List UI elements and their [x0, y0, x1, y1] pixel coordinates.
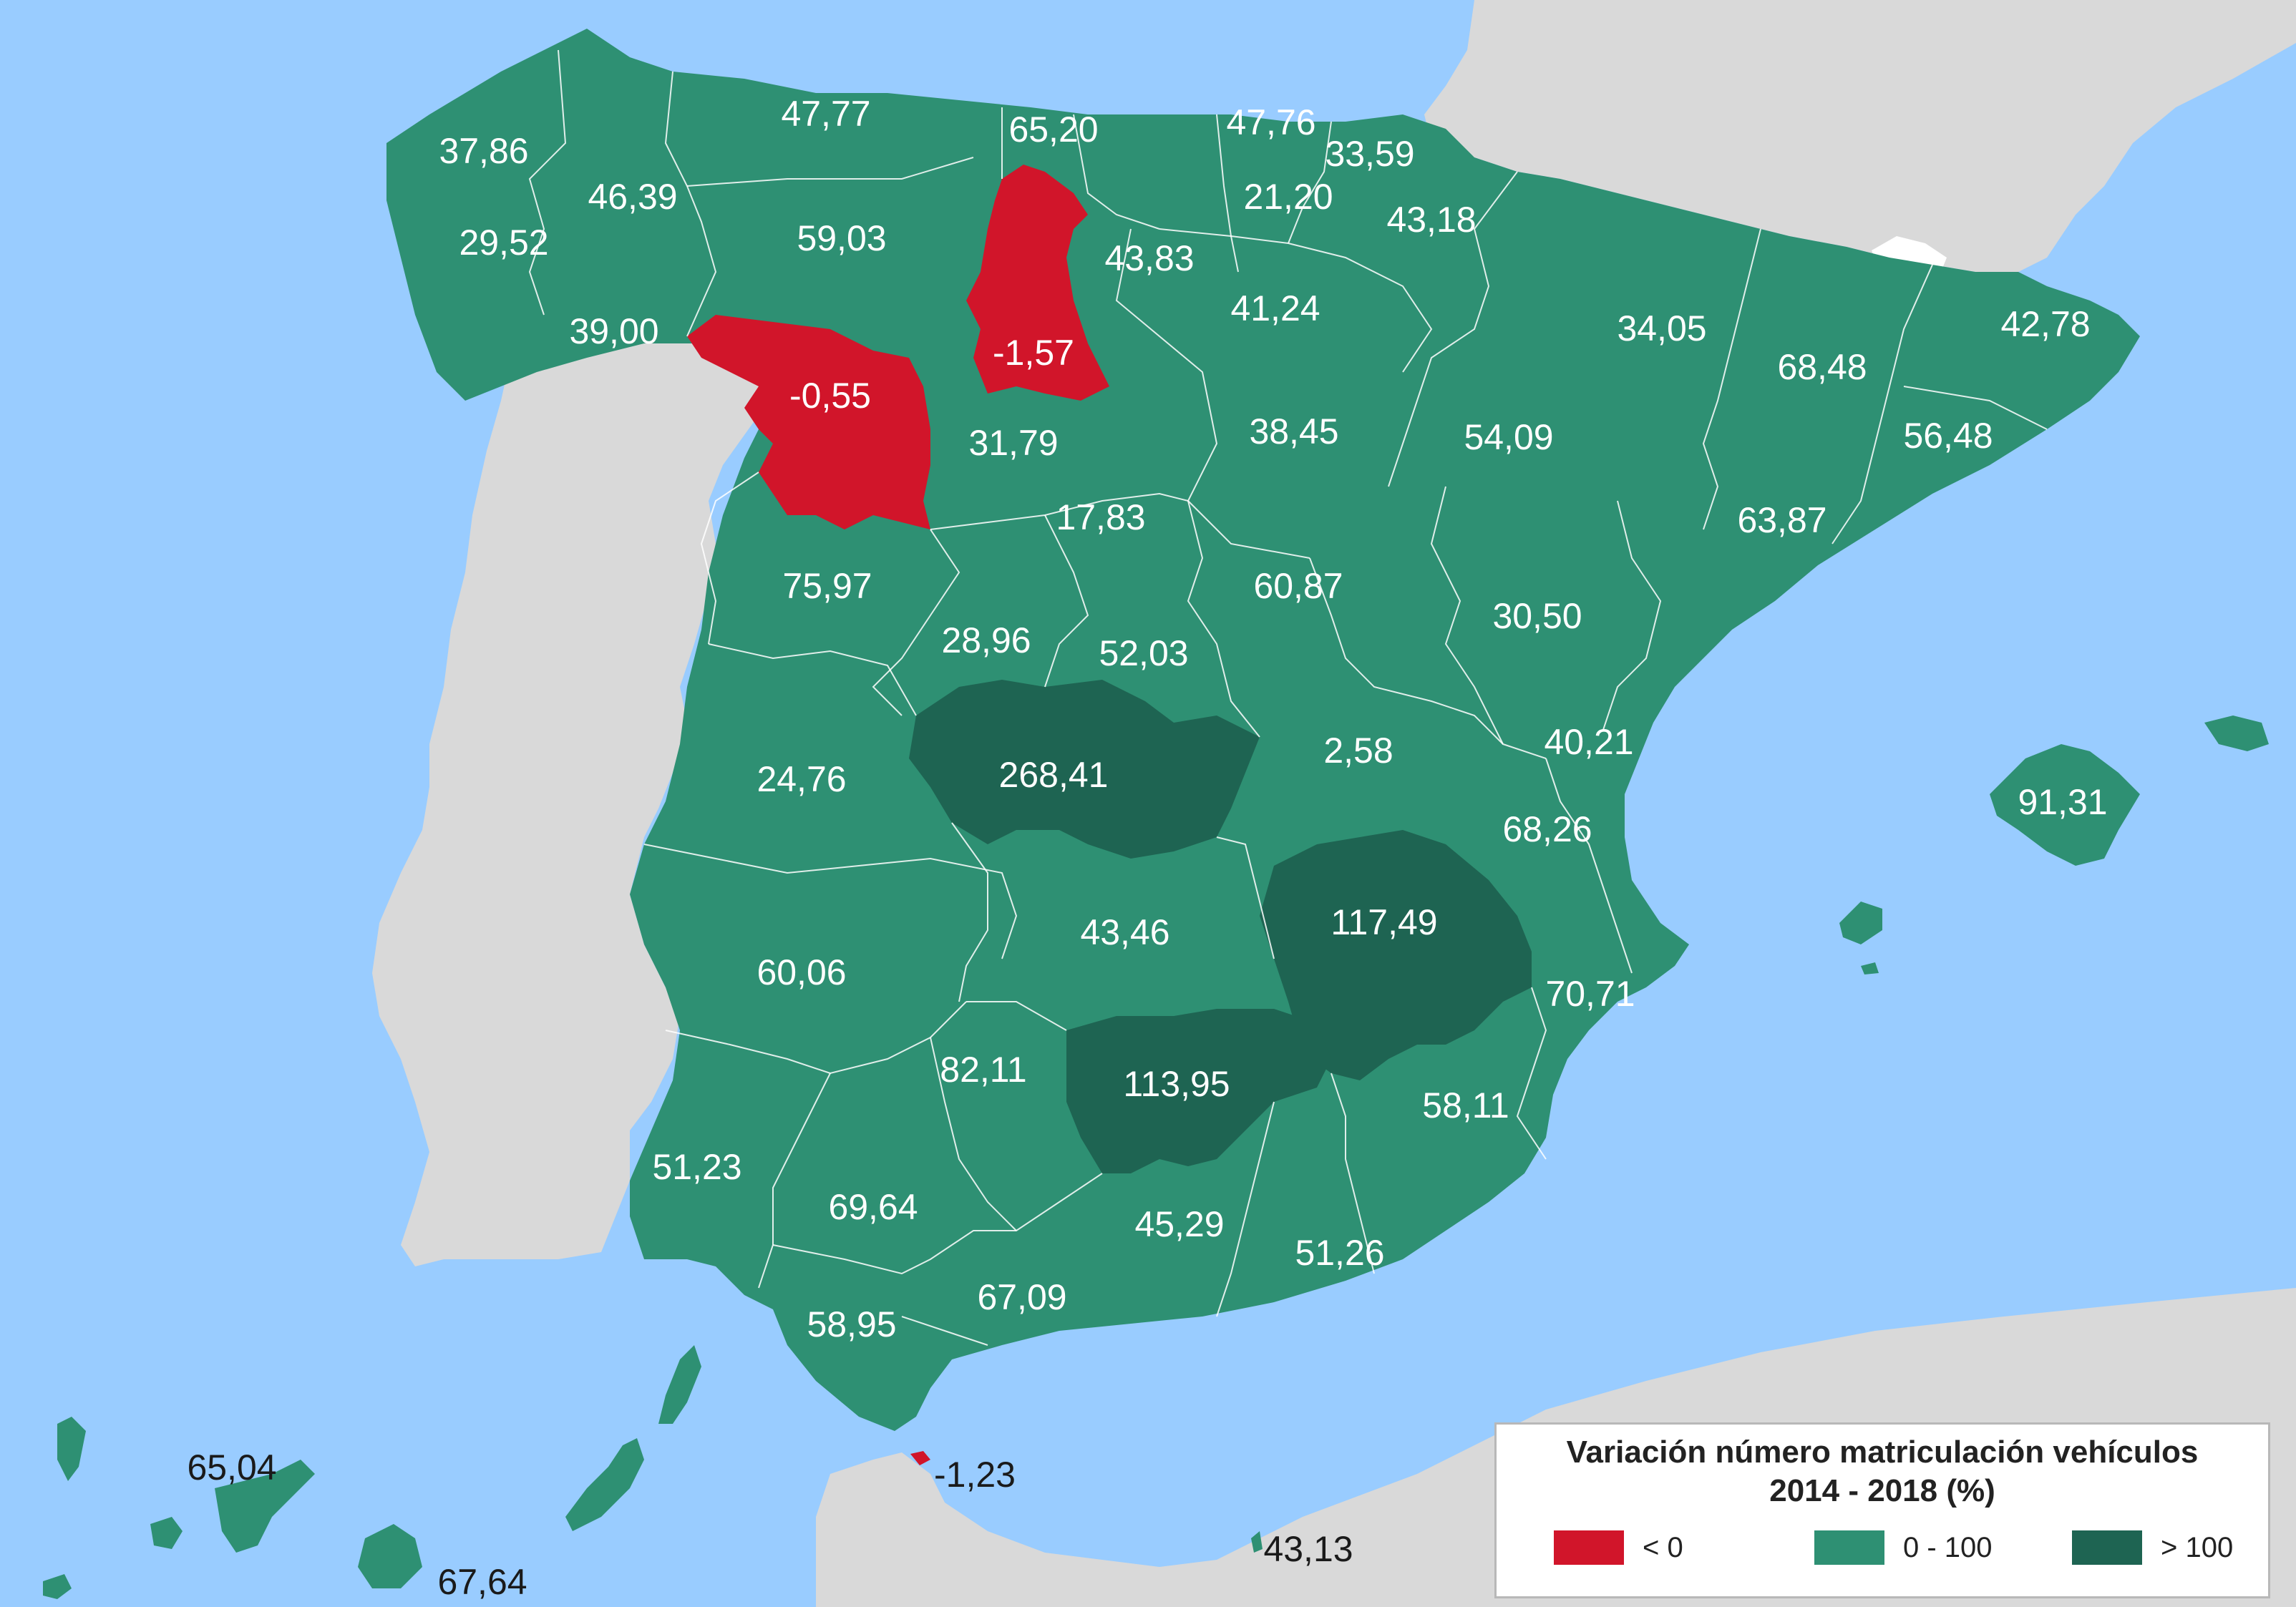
value-cadiz: 58,95 [807, 1304, 896, 1344]
value-zamora: -0,55 [789, 376, 871, 416]
island-el-hierro [43, 1574, 72, 1599]
value-huesca: 34,05 [1617, 308, 1706, 348]
island-mallorca [1990, 744, 2140, 866]
value-murcia: 58,11 [1422, 1085, 1509, 1125]
region-palencia [966, 165, 1109, 401]
island-formentera [1861, 962, 1879, 975]
value-leon-north: 59,03 [797, 218, 886, 258]
value-lleida: 68,48 [1777, 347, 1867, 387]
value-guadalajara: 60,87 [1253, 566, 1343, 606]
value-cuenca: 2,58 [1323, 731, 1393, 771]
value-jaen: 113,95 [1123, 1064, 1230, 1104]
legend-label-negative: < 0 [1643, 1532, 1683, 1563]
value-tarragona: 63,87 [1737, 500, 1826, 540]
legend-swatch-negative [1554, 1530, 1624, 1565]
value-valladolid: 31,79 [968, 423, 1058, 463]
value-palencia: -1,57 [993, 333, 1074, 373]
value-valencia: 68,26 [1502, 809, 1592, 849]
province-borders [528, 49, 2048, 1346]
value-ourense: 39,00 [569, 311, 658, 351]
value-burgos: 43,83 [1104, 238, 1194, 278]
value-alicante: 70,71 [1545, 974, 1635, 1014]
region-leon [687, 315, 930, 529]
region-albacete [1260, 830, 1532, 1080]
value-albacete: 117,49 [1331, 902, 1437, 942]
value-navarra: 43,18 [1386, 200, 1476, 240]
value-cordoba: 82,11 [940, 1050, 1026, 1090]
island-menorca [2204, 715, 2269, 751]
legend: Variación número matriculación vehículos… [1494, 1422, 2270, 1598]
island-la-palma [57, 1417, 86, 1481]
legend-subtitle: 2014 - 2018 (%) [1769, 1473, 1995, 1508]
value-salamanca: 75,97 [782, 566, 872, 606]
value-caceres: 24,76 [757, 759, 846, 799]
value-barcelona: 56,48 [1903, 416, 1993, 456]
island-lanzarote [658, 1345, 701, 1424]
legend-swatch-mid [1814, 1530, 1884, 1565]
value-ceuta: -1,23 [934, 1455, 1016, 1495]
value-las-palmas: 67,64 [437, 1562, 527, 1602]
value-segovia: 17,83 [1056, 497, 1145, 537]
value-lugo: 46,39 [588, 177, 677, 217]
value-granada: 45,29 [1134, 1204, 1224, 1244]
value-alava: 21,20 [1243, 177, 1333, 217]
portugal-landmass [372, 315, 773, 1266]
value-asturias: 47,77 [781, 94, 870, 134]
island-la-gomera [150, 1517, 183, 1549]
region-toledo [909, 680, 1260, 859]
value-avila: 28,96 [941, 620, 1031, 660]
value-girona: 42,78 [2000, 304, 2090, 344]
island-fuerteventura [565, 1438, 644, 1531]
value-labels: 37,86 46,39 47,77 65,20 47,76 33,59 21,2… [187, 94, 2107, 1602]
value-melilla: 43,13 [1263, 1529, 1353, 1569]
value-madrid: 52,03 [1099, 633, 1188, 673]
value-cantabria: 65,20 [1008, 109, 1098, 150]
value-gipuzkoa: 33,59 [1325, 134, 1414, 174]
region-jaen [1066, 1009, 1331, 1173]
value-badajoz: 60,06 [757, 952, 846, 992]
value-teruel: 30,50 [1492, 596, 1582, 636]
france-landmass [1424, 0, 2296, 272]
legend-title: Variación número matriculación vehículos [1566, 1435, 2199, 1470]
value-almeria: 51,26 [1295, 1233, 1384, 1273]
value-huelva: 51,23 [652, 1147, 741, 1187]
value-ciudad-real: 43,46 [1080, 912, 1169, 952]
legend-label-high: > 100 [2161, 1532, 2234, 1563]
value-toledo: 268,41 [999, 755, 1109, 795]
value-sevilla: 69,64 [828, 1187, 918, 1227]
island-tenerife [215, 1460, 315, 1553]
value-bizkaia: 47,76 [1226, 102, 1315, 142]
legend-label-mid: 0 - 100 [1903, 1532, 1993, 1563]
value-baleares: 91,31 [2018, 782, 2107, 822]
legend-swatch-high [2072, 1530, 2142, 1565]
value-la-rioja: 41,24 [1230, 288, 1320, 328]
island-gran-canaria [358, 1524, 422, 1588]
value-castellon: 40,21 [1544, 722, 1633, 762]
value-santa-cruz-tenerife: 65,04 [187, 1447, 276, 1488]
region-ceuta [910, 1451, 930, 1465]
value-malaga: 67,09 [977, 1277, 1066, 1317]
region-melilla [1251, 1531, 1263, 1553]
value-a-coruna: 37,86 [439, 131, 528, 171]
value-zaragoza: 54,09 [1464, 417, 1553, 457]
value-soria: 38,45 [1249, 411, 1338, 451]
island-ibiza [1839, 902, 1882, 944]
value-pontevedra: 29,52 [459, 223, 548, 263]
